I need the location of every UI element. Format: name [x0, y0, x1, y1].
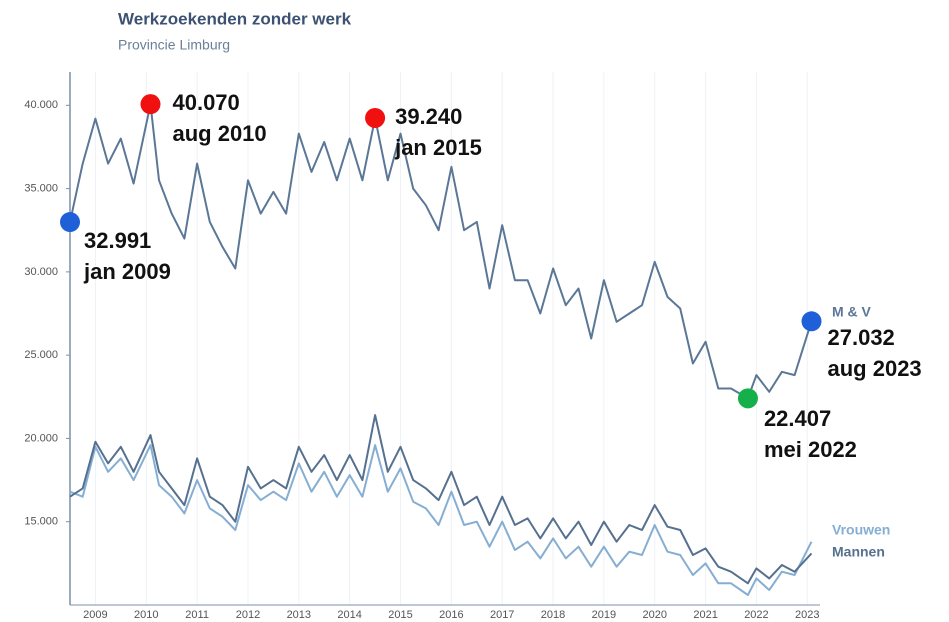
y-tick-label: 15.000 [24, 516, 58, 528]
annotation-dot [737, 388, 758, 409]
series-line [69, 414, 813, 585]
series-line [69, 103, 813, 400]
annotation-date: jan 2015 [394, 135, 482, 160]
series-line [69, 444, 813, 596]
annotation-date: mei 2022 [764, 437, 857, 462]
x-tick-label: 2014 [337, 609, 361, 621]
annotation-date: aug 2010 [172, 121, 266, 146]
y-tick-label: 25.000 [24, 349, 58, 361]
legend-label: Mannen [832, 544, 885, 560]
annotation-date: jan 2009 [83, 259, 171, 284]
legend-label: Vrouwen [832, 522, 890, 538]
annotation-value: 32.991 [84, 228, 151, 253]
x-tick-label: 2013 [287, 609, 311, 621]
y-tick-label: 35.000 [24, 183, 58, 195]
y-tick-label: 20.000 [24, 432, 58, 444]
x-tick-label: 2012 [236, 609, 260, 621]
x-tick-label: 2017 [490, 609, 514, 621]
x-tick-label: 2015 [388, 609, 412, 621]
x-tick-label: 2010 [134, 609, 158, 621]
annotation-dot [60, 212, 80, 233]
annotation-value: 40.070 [172, 90, 239, 115]
x-tick-label: 2021 [693, 609, 717, 621]
annotation-dot [801, 311, 822, 332]
annotation-dot [365, 107, 386, 128]
chart-title: Werkzoekenden zonder werk [118, 9, 352, 28]
chart-subtitle: Provincie Limburg [118, 37, 230, 53]
legend-label: M & V [832, 304, 872, 320]
annotation-dot [140, 94, 161, 115]
annotation-date: aug 2023 [828, 356, 922, 381]
x-tick-label: 2020 [643, 609, 667, 621]
x-tick-label: 2018 [541, 609, 565, 621]
annotation-value: 22.407 [764, 406, 831, 431]
y-tick-label: 40.000 [24, 99, 58, 111]
x-tick-label: 2011 [185, 609, 209, 621]
x-tick-label: 2023 [795, 609, 819, 621]
x-tick-label: 2019 [592, 609, 616, 621]
x-tick-label: 2022 [744, 609, 768, 621]
annotation-value: 27.032 [828, 325, 895, 350]
x-tick-label: 2009 [83, 609, 107, 621]
x-tick-label: 2016 [439, 609, 463, 621]
y-tick-label: 30.000 [24, 266, 58, 278]
annotation-value: 39.240 [395, 104, 462, 129]
